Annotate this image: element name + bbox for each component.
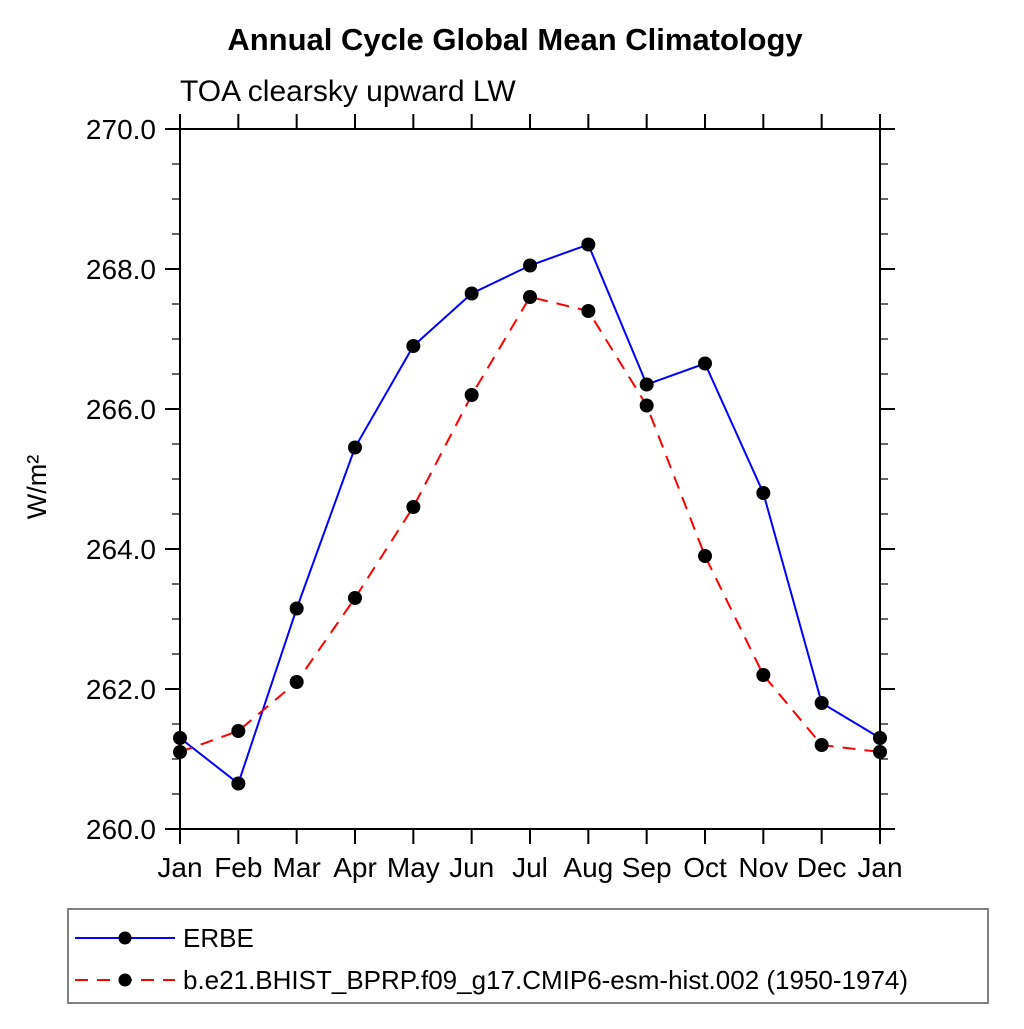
data-point-marker [756, 486, 771, 500]
data-point-marker [231, 776, 246, 791]
data-point-marker [639, 398, 654, 413]
data-point-marker [698, 356, 712, 371]
y-tick-label: 270.0 [86, 114, 156, 145]
legend-marker-1 [118, 973, 132, 987]
data-point-marker [873, 745, 887, 759]
data-point-marker [756, 668, 771, 682]
y-tick-label: 268.0 [86, 254, 156, 285]
data-series [173, 237, 887, 791]
data-point-marker [173, 731, 187, 745]
x-tick-label: Nov [738, 852, 788, 883]
data-point-marker [348, 440, 362, 455]
data-point-marker [231, 724, 246, 738]
x-tick-label: Sep [622, 852, 672, 883]
legend-marker-0 [118, 931, 132, 945]
data-point-marker [581, 304, 596, 318]
data-point-marker [639, 377, 654, 392]
data-point-marker [289, 601, 304, 616]
series-line-1 [179, 295, 881, 753]
x-tick-label: Jan [857, 852, 902, 883]
plot-frame [179, 128, 881, 830]
axis-ticks: Jan Feb Mar Apr May Jun Jul Aug Sep Oct Nov Dec Jan2… [86, 114, 903, 883]
data-point-marker [523, 290, 537, 304]
x-tick-label: Apr [333, 852, 377, 883]
series-line-0 [179, 243, 881, 786]
data-point-marker [289, 675, 304, 689]
plot-border [179, 128, 881, 830]
data-point-marker [698, 549, 712, 563]
y-tick-label: 260.0 [86, 814, 156, 845]
data-point-marker [464, 388, 479, 402]
data-point-marker [814, 738, 829, 752]
y-tick-label: 266.0 [86, 394, 156, 425]
legend-box [67, 908, 989, 1004]
x-tick-label: Jan [157, 852, 202, 883]
data-point-marker [873, 731, 887, 745]
y-axis-label: W/m² [22, 455, 52, 519]
data-point-marker [348, 591, 362, 605]
chart-subtitle: TOA clearsky upward LW [180, 75, 516, 108]
y-tick-label: 264.0 [86, 534, 156, 565]
x-tick-label: May [387, 852, 440, 883]
x-tick-label: Aug [563, 852, 613, 883]
legend-entry-label: b.e21.BHIST_BPRP.f09_g17.CMIP6-esm-hist.… [183, 965, 908, 995]
x-tick-label: Jun [449, 852, 494, 883]
y-tick-label: 262.0 [86, 674, 156, 705]
x-tick-label: Jul [512, 852, 548, 883]
data-point-marker [523, 258, 537, 273]
chart-title: Annual Cycle Global Mean Climatology [227, 22, 803, 57]
data-point-marker [406, 339, 421, 353]
x-tick-label: Oct [683, 852, 727, 883]
data-point-marker [581, 237, 596, 252]
x-tick-label: Feb [214, 852, 262, 883]
legend: ERBE b.e21.BHIST_BPRP.f09_g17.CMIP6-esm-h… [67, 908, 989, 1004]
data-point-marker [406, 500, 421, 514]
legend-entry-label: ERBE [183, 923, 254, 953]
x-tick-label: Dec [797, 852, 847, 883]
x-tick-label: Mar [273, 852, 321, 883]
data-point-marker [173, 745, 187, 759]
data-point-marker [464, 286, 479, 301]
data-point-marker [814, 696, 829, 710]
